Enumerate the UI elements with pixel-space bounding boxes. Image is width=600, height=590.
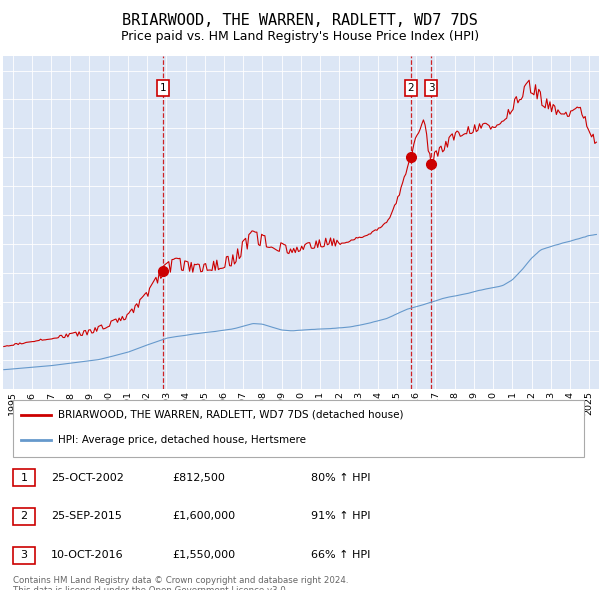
Text: 2: 2 <box>408 83 415 93</box>
Bar <box>13 547 35 563</box>
Text: £1,550,000: £1,550,000 <box>172 550 235 560</box>
Text: £812,500: £812,500 <box>172 473 224 483</box>
Text: 3: 3 <box>428 83 434 93</box>
Text: 1: 1 <box>160 83 166 93</box>
Text: HPI: Average price, detached house, Hertsmere: HPI: Average price, detached house, Hert… <box>58 435 305 445</box>
Text: 80% ↑ HPI: 80% ↑ HPI <box>311 473 370 483</box>
Text: 3: 3 <box>20 550 28 560</box>
Bar <box>13 508 35 525</box>
Text: 25-SEP-2015: 25-SEP-2015 <box>50 512 122 522</box>
Text: £1,600,000: £1,600,000 <box>172 512 235 522</box>
Text: Contains HM Land Registry data © Crown copyright and database right 2024.: Contains HM Land Registry data © Crown c… <box>13 576 349 585</box>
Text: BRIARWOOD, THE WARREN, RADLETT, WD7 7DS (detached house): BRIARWOOD, THE WARREN, RADLETT, WD7 7DS … <box>58 410 403 419</box>
Text: 66% ↑ HPI: 66% ↑ HPI <box>311 550 370 560</box>
Text: 25-OCT-2002: 25-OCT-2002 <box>50 473 124 483</box>
Text: This data is licensed under the Open Government Licence v3.0.: This data is licensed under the Open Gov… <box>13 586 289 590</box>
Text: BRIARWOOD, THE WARREN, RADLETT, WD7 7DS: BRIARWOOD, THE WARREN, RADLETT, WD7 7DS <box>122 13 478 28</box>
Text: Price paid vs. HM Land Registry's House Price Index (HPI): Price paid vs. HM Land Registry's House … <box>121 30 479 43</box>
Text: 2: 2 <box>20 512 28 522</box>
Text: 91% ↑ HPI: 91% ↑ HPI <box>311 512 370 522</box>
Bar <box>13 399 584 457</box>
Bar <box>13 470 35 486</box>
Text: 1: 1 <box>20 473 28 483</box>
Text: 10-OCT-2016: 10-OCT-2016 <box>50 550 123 560</box>
